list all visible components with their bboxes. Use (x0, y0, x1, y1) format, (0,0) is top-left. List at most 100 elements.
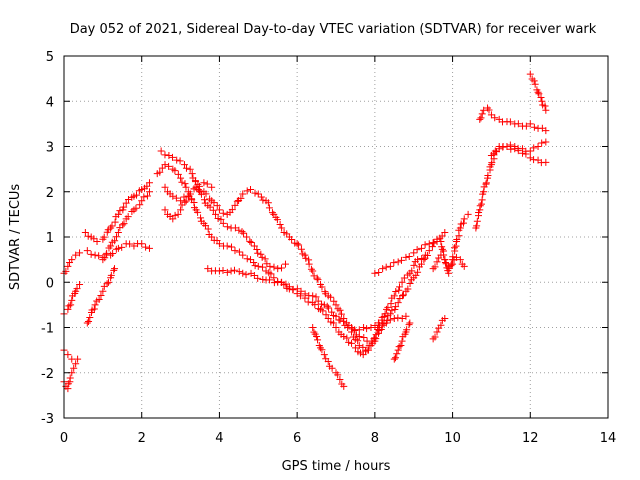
y-tick-label: 0 (46, 276, 54, 291)
data-point (440, 251, 448, 259)
data-point (87, 250, 95, 258)
data-point (114, 210, 122, 218)
data-point (257, 250, 265, 258)
data-point (478, 196, 486, 204)
data-point (477, 114, 485, 122)
data-point (534, 143, 542, 150)
data-point (296, 292, 304, 300)
data-point (452, 242, 460, 250)
data-point (264, 199, 272, 207)
data-point (414, 268, 422, 276)
data-point (213, 202, 221, 210)
data-point (526, 70, 534, 78)
data-point (223, 242, 231, 250)
data-point (251, 262, 259, 270)
data-point (395, 286, 403, 294)
data-point (243, 233, 251, 241)
data-point (145, 244, 153, 252)
data-point (64, 262, 72, 270)
data-point (99, 287, 107, 295)
y-tick-label: 2 (46, 186, 54, 201)
data-point (297, 245, 305, 253)
data-point (450, 244, 458, 252)
data-point (396, 283, 404, 291)
data-point (203, 180, 211, 188)
data-point (491, 147, 499, 155)
data-point (194, 208, 202, 216)
data-point (344, 324, 352, 331)
data-point (537, 93, 545, 101)
data-point (478, 110, 486, 118)
data-point (398, 292, 406, 300)
data-point (254, 262, 262, 270)
data-point (195, 182, 203, 190)
data-point (393, 350, 401, 358)
data-point (172, 194, 180, 202)
data-point (176, 157, 184, 165)
data-point (433, 258, 441, 266)
data-point (354, 337, 362, 345)
data-point (181, 198, 189, 206)
x-axis-label: GPS time / hours (282, 459, 391, 474)
data-point (348, 328, 356, 336)
data-point (233, 197, 241, 205)
data-point (274, 265, 282, 273)
data-point (530, 144, 538, 152)
data-point (276, 221, 284, 229)
data-point (145, 188, 153, 196)
data-point (254, 274, 262, 282)
data-point (120, 203, 128, 211)
data-point (522, 122, 530, 130)
data-point (514, 120, 522, 128)
data-point (428, 243, 436, 251)
data-point (390, 355, 398, 363)
data-point (180, 161, 188, 169)
data-point (394, 314, 402, 322)
data-point (188, 170, 196, 178)
data-point (399, 291, 407, 299)
y-tick-label: -2 (41, 367, 54, 382)
data-point (367, 324, 375, 331)
data-point (68, 256, 76, 264)
data-point (314, 297, 322, 305)
data-point (307, 265, 315, 273)
data-point (305, 256, 313, 264)
data-point (542, 138, 550, 146)
data-point (169, 192, 177, 200)
data-point (242, 271, 250, 279)
data-point (412, 271, 420, 279)
data-point (386, 262, 394, 270)
data-point (313, 333, 321, 341)
data-point (239, 190, 247, 198)
data-point (332, 324, 340, 331)
data-point (70, 364, 78, 372)
data-point (452, 253, 460, 261)
data-point (182, 164, 190, 172)
data-point (395, 343, 403, 351)
data-point (392, 303, 400, 311)
data-point (332, 312, 340, 320)
data-point (72, 360, 80, 368)
data-point (200, 179, 208, 187)
data-point (324, 314, 332, 322)
data-point (104, 278, 112, 286)
data-point (142, 243, 150, 251)
data-point (64, 305, 72, 313)
data-point (259, 196, 267, 204)
data-point (65, 302, 73, 310)
data-point (367, 342, 375, 350)
data-point (408, 267, 416, 275)
data-point (192, 183, 200, 191)
data-point (278, 224, 286, 232)
data-point (473, 217, 481, 225)
data-point (243, 255, 251, 263)
data-point (76, 281, 84, 289)
data-point (320, 301, 328, 309)
data-point (161, 151, 169, 159)
y-tick-label: 1 (46, 231, 54, 246)
data-point (437, 321, 445, 329)
data-point (394, 258, 402, 266)
data-point (83, 319, 91, 327)
data-point (398, 315, 406, 323)
